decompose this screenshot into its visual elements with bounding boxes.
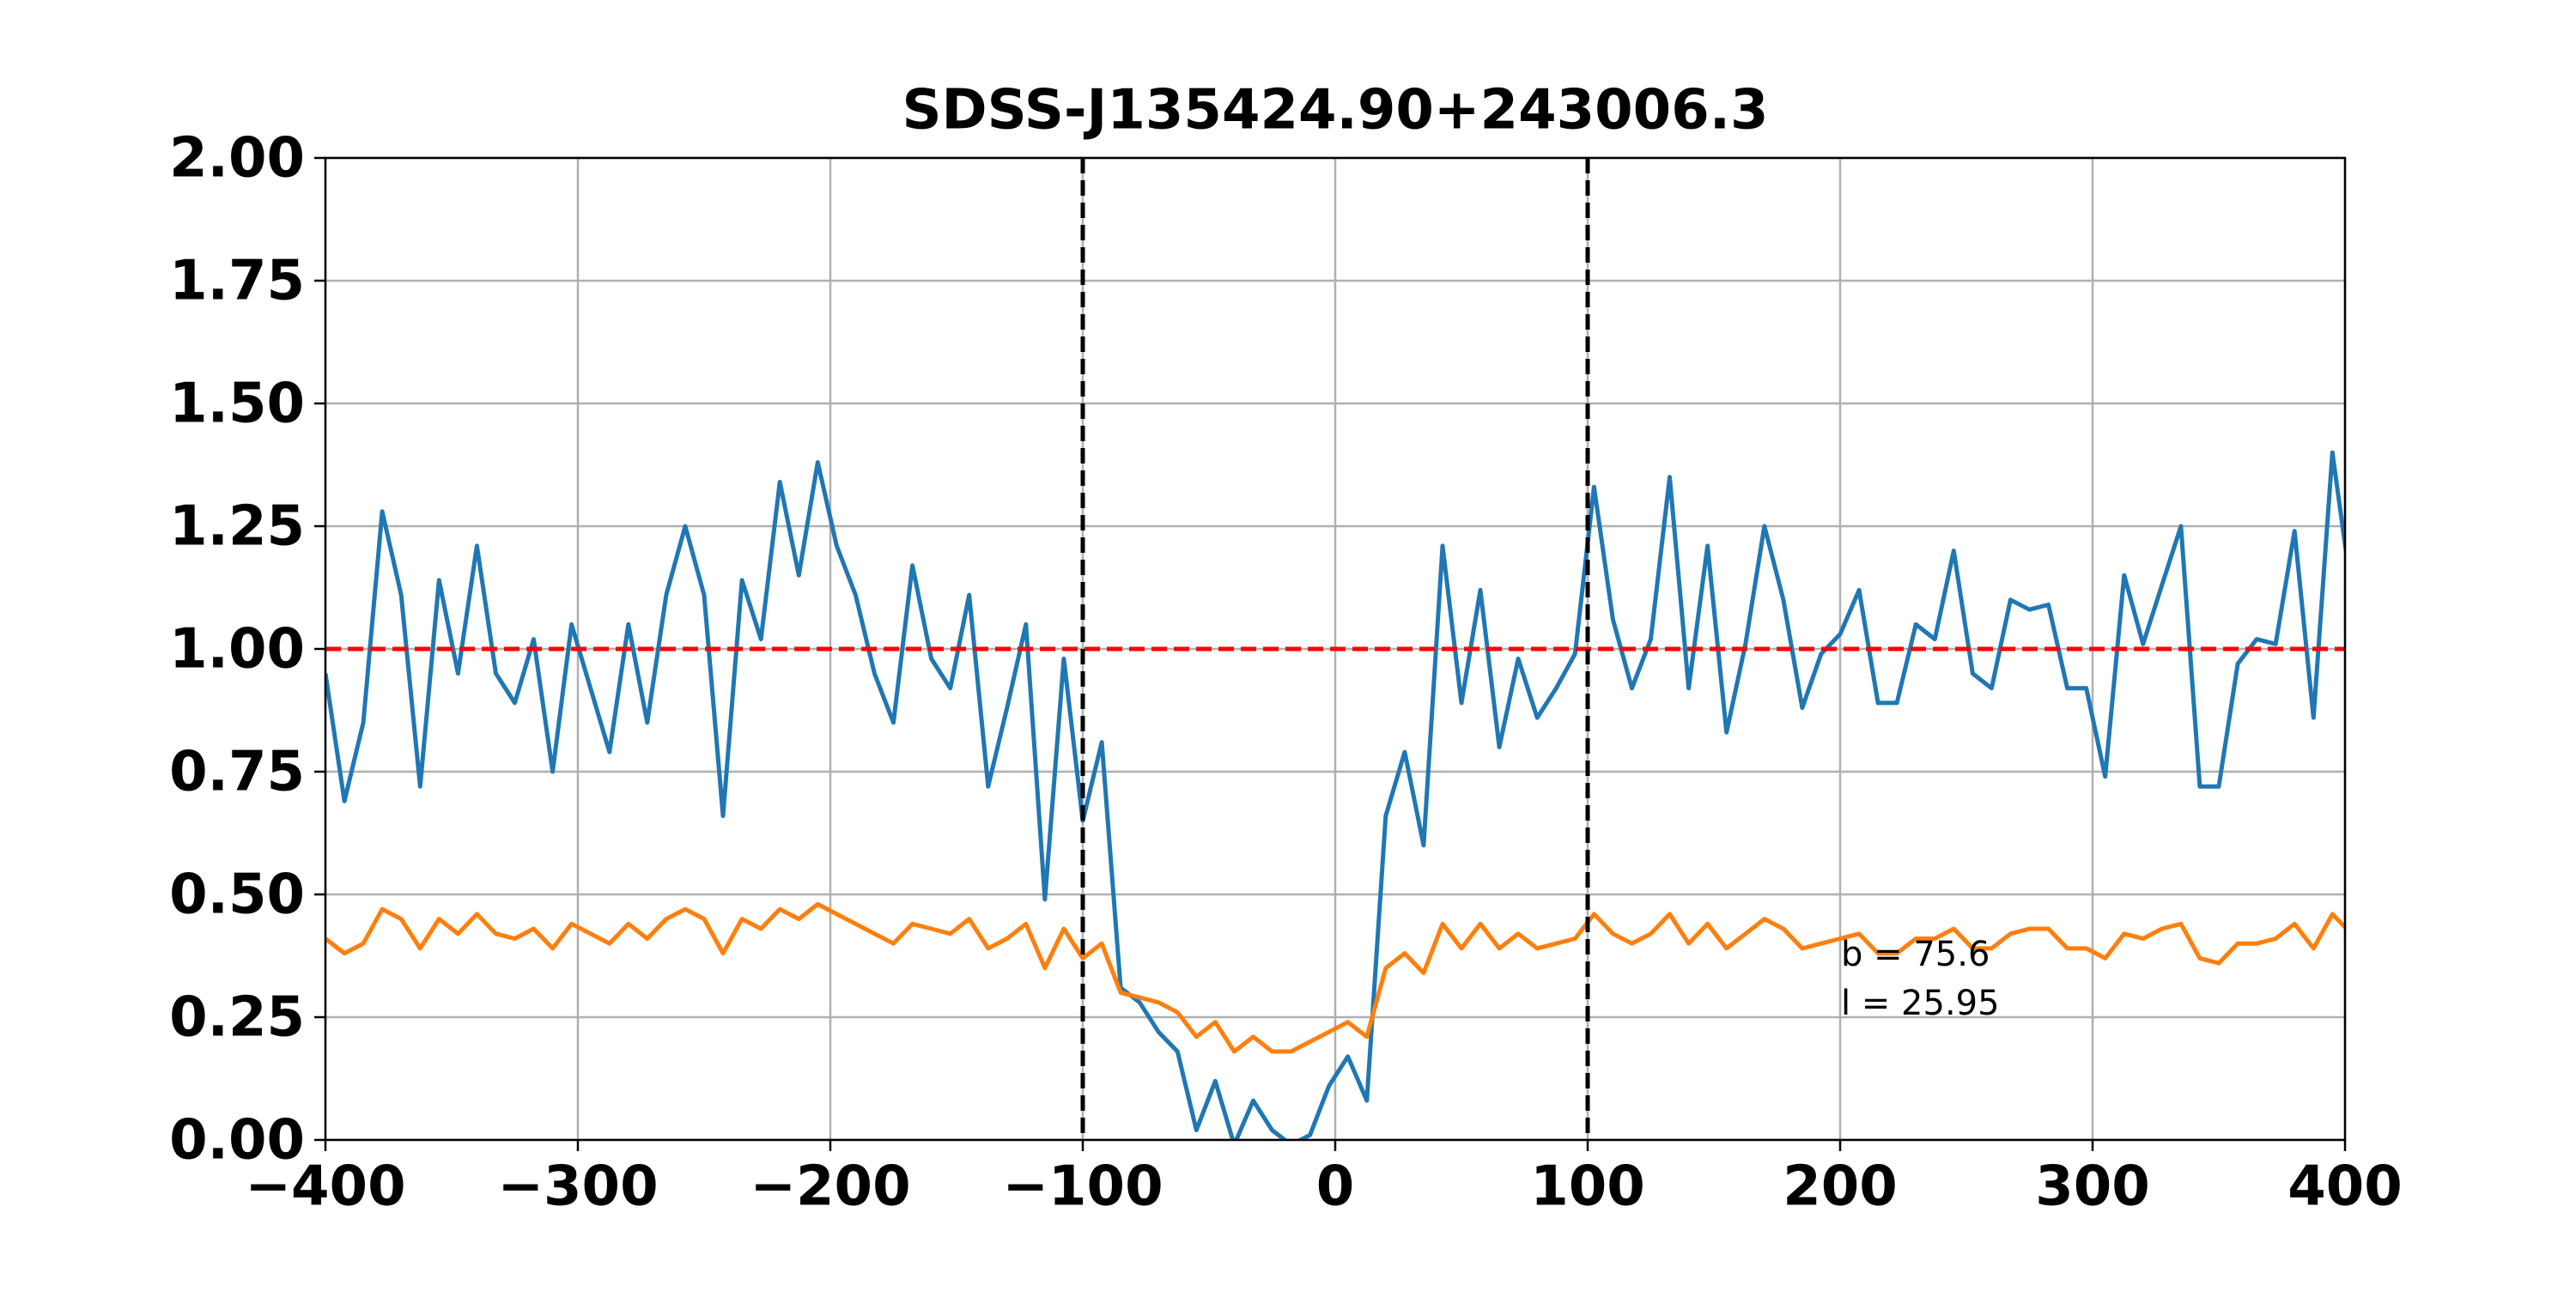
x-tick-label: 300 [2035, 1155, 2150, 1219]
x-tick-label: 400 [2287, 1155, 2403, 1219]
plot-area [325, 158, 2345, 1140]
y-tick-label: 0.25 [169, 986, 305, 1050]
y-tick-label: 1.50 [169, 373, 305, 436]
data-line [325, 901, 2345, 1054]
y-tick-label: 0.75 [169, 741, 305, 804]
x-tick-label: −200 [750, 1155, 910, 1219]
y-tick-label: 1.75 [169, 250, 305, 313]
y-tick-label: 2.00 [169, 127, 305, 191]
annotation: b = 75.6 [1841, 935, 1990, 974]
chart-title: SDSS-J135424.90+243006.3 [902, 79, 1768, 142]
y-tick-label: 0.00 [169, 1109, 305, 1173]
y-tick-label: 1.25 [169, 495, 305, 559]
x-tick-label: −100 [1002, 1155, 1163, 1219]
x-tick-label: 200 [1783, 1155, 1898, 1219]
y-tick-label: 1.00 [169, 618, 305, 682]
annotation: l = 25.95 [1841, 984, 2000, 1023]
x-tick-label: 0 [1316, 1155, 1355, 1219]
y-tick-label: 0.50 [169, 864, 305, 927]
x-tick-label: −300 [497, 1155, 658, 1219]
x-tick-label: 100 [1530, 1155, 1645, 1219]
data-line [325, 450, 2345, 1140]
x-tick-label: −400 [245, 1155, 405, 1219]
